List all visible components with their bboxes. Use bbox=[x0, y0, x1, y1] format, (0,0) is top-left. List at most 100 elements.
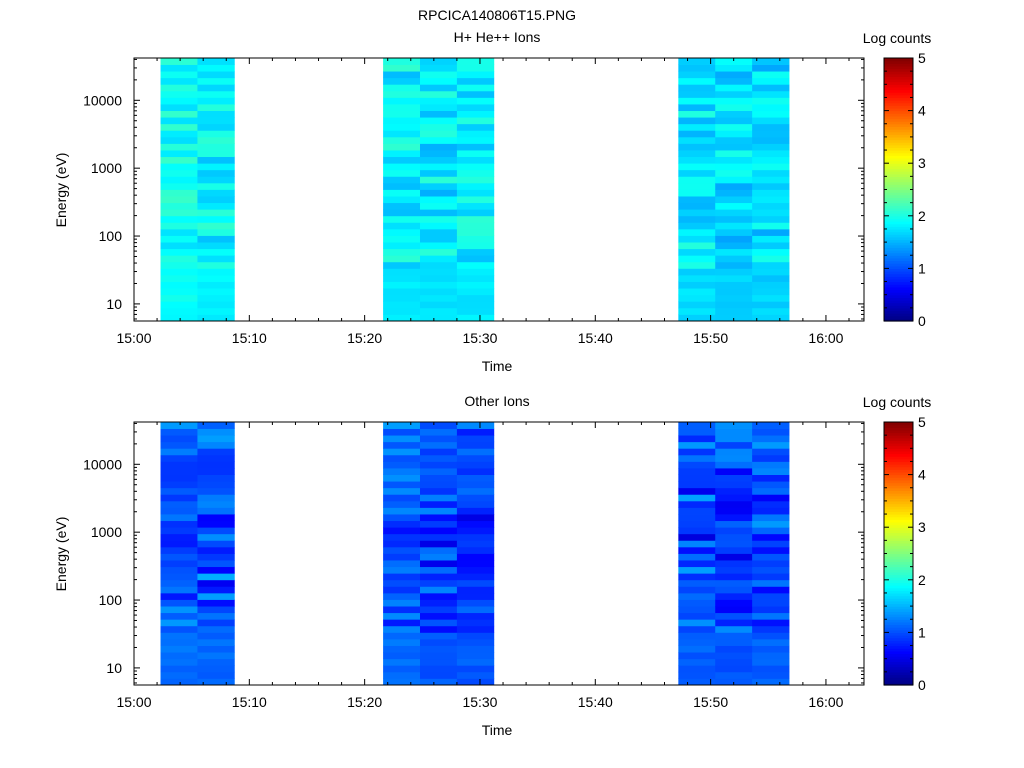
heatmap-cell bbox=[752, 288, 790, 296]
heatmap-cell bbox=[678, 671, 716, 679]
colorbar-segment bbox=[884, 100, 913, 104]
heatmap-cell bbox=[678, 619, 716, 627]
heatmap-cell bbox=[456, 461, 495, 469]
colorbar-segment bbox=[884, 653, 913, 657]
colorbar-segment bbox=[884, 440, 913, 444]
heatmap-cell bbox=[383, 625, 421, 633]
heatmap-cell bbox=[420, 619, 458, 627]
heatmap-cell bbox=[752, 566, 790, 574]
colorbar-segment bbox=[884, 207, 913, 212]
heatmap-cell bbox=[160, 652, 198, 660]
heatmap-cell bbox=[420, 274, 458, 282]
heatmap-cell bbox=[678, 573, 716, 581]
colorbar-segment bbox=[884, 150, 913, 154]
heatmap-cell bbox=[420, 658, 458, 666]
colorbar-segment bbox=[884, 71, 913, 75]
heatmap-cell bbox=[678, 448, 716, 456]
colorbar-segment bbox=[884, 450, 913, 455]
colorbar-tick-label: 0 bbox=[918, 313, 926, 329]
heatmap-cell bbox=[456, 248, 495, 256]
heatmap-cell bbox=[678, 494, 716, 502]
heatmap-cell bbox=[456, 117, 495, 125]
colorbar-segment bbox=[884, 155, 913, 159]
heatmap-cell bbox=[197, 468, 235, 475]
heatmap-cell bbox=[715, 533, 753, 541]
colorbar-segment bbox=[884, 561, 913, 565]
colorbar-tick-label: 5 bbox=[918, 50, 926, 66]
heatmap-cell bbox=[197, 64, 235, 72]
x-tick-label: 15:50 bbox=[693, 330, 728, 346]
colorbar-segment bbox=[884, 236, 913, 241]
heatmap-cell bbox=[197, 77, 235, 85]
heatmap-cell bbox=[752, 242, 790, 250]
heatmap-cell bbox=[678, 586, 716, 594]
heatmap-cell bbox=[383, 268, 421, 276]
colorbar-segment bbox=[884, 503, 913, 507]
heatmap-cell bbox=[197, 454, 235, 462]
heatmap-cell bbox=[456, 560, 495, 568]
heatmap-cell bbox=[752, 294, 790, 302]
colorbar-segment bbox=[884, 498, 913, 502]
colorbar-segment bbox=[884, 529, 913, 534]
heatmap-cell bbox=[160, 500, 198, 508]
heatmap-cell bbox=[420, 527, 458, 535]
heatmap-cell bbox=[197, 599, 235, 607]
colorbar-segment bbox=[884, 445, 913, 449]
heatmap-cell bbox=[678, 658, 716, 666]
heatmap-cell bbox=[383, 454, 421, 462]
heatmap-cell bbox=[456, 606, 495, 614]
heatmap-cell bbox=[715, 632, 753, 640]
heatmap-cell bbox=[383, 209, 421, 217]
heatmap-cell bbox=[752, 645, 790, 653]
colorbar-segment bbox=[884, 244, 913, 248]
heatmap-cell bbox=[383, 84, 421, 92]
heatmap-cell bbox=[456, 671, 495, 679]
heatmap-cell bbox=[420, 288, 458, 296]
heatmap-cell bbox=[715, 671, 753, 679]
heatmap-cell bbox=[715, 90, 753, 98]
heatmap-cell bbox=[678, 606, 716, 614]
heatmap-cell bbox=[456, 196, 495, 204]
heatmap-cell bbox=[160, 182, 198, 190]
heatmap-cell bbox=[456, 586, 495, 594]
heatmap-cell bbox=[420, 566, 458, 574]
colorbar-segment bbox=[884, 443, 913, 447]
heatmap-cell bbox=[752, 422, 790, 429]
heatmap-cell bbox=[420, 507, 458, 515]
x-tick-label: 15:40 bbox=[578, 694, 613, 710]
heatmap-cell bbox=[160, 261, 198, 269]
heatmap-cell bbox=[752, 507, 790, 515]
heatmap-cell bbox=[197, 592, 235, 600]
colorbar-segment bbox=[884, 107, 913, 112]
heatmap-cell bbox=[160, 658, 198, 666]
colorbar-segment bbox=[884, 157, 913, 162]
heatmap-cell bbox=[160, 671, 198, 679]
heatmap-cell bbox=[420, 638, 458, 646]
heatmap-cell bbox=[383, 58, 421, 65]
panel-1-ticks: 15:00 15:10 15:20 15:30 15:40 15:50 16:00 10 100… bbox=[83, 58, 864, 346]
heatmap-cell bbox=[678, 222, 716, 230]
heatmap-cell bbox=[160, 117, 198, 125]
heatmap-cell bbox=[197, 189, 235, 197]
heatmap-cell bbox=[752, 248, 790, 256]
colorbar-segment bbox=[884, 674, 913, 678]
heatmap-cell bbox=[383, 182, 421, 190]
heatmap-cell bbox=[715, 182, 753, 190]
heatmap-cell bbox=[678, 678, 716, 686]
heatmap-cell bbox=[383, 156, 421, 164]
heatmap-cell bbox=[383, 294, 421, 302]
heatmap-cell bbox=[160, 468, 198, 475]
heatmap-cell bbox=[752, 652, 790, 660]
colorbar-segment bbox=[884, 671, 913, 676]
colorbar-segment bbox=[884, 152, 913, 156]
colorbar-segment bbox=[884, 582, 913, 586]
heatmap-cell bbox=[420, 215, 458, 223]
heatmap-cell bbox=[678, 665, 716, 673]
colorbar-segment bbox=[884, 627, 913, 631]
heatmap-cell bbox=[456, 58, 495, 65]
colorbar-segment bbox=[884, 511, 913, 515]
heatmap-cell bbox=[456, 533, 495, 541]
heatmap-cell bbox=[197, 435, 235, 443]
heatmap-cell bbox=[197, 428, 235, 436]
heatmap-cell bbox=[160, 527, 198, 535]
